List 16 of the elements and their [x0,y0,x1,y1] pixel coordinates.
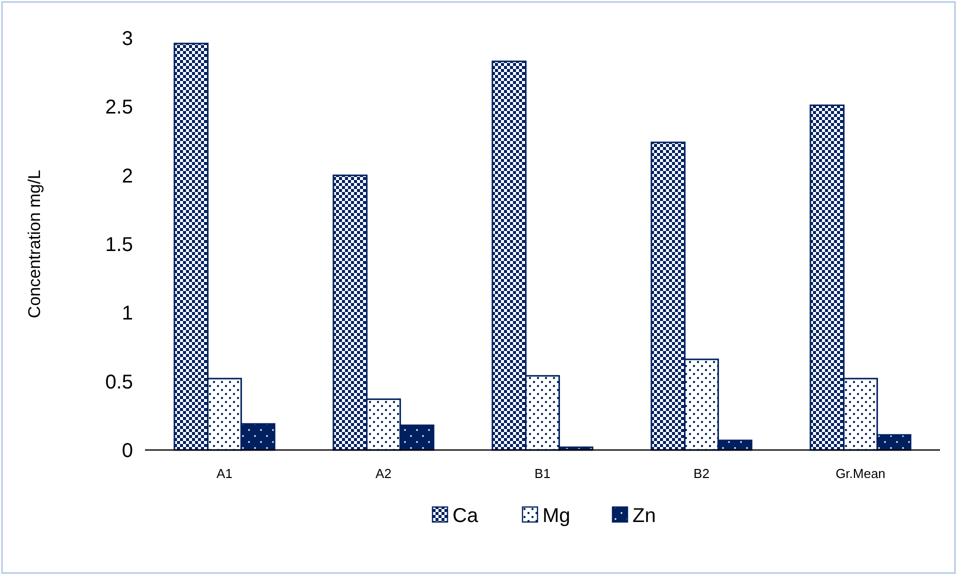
x-tick-label: A2 [376,466,392,481]
x-tick-label: B1 [534,466,550,481]
y-tick-label: 0.5 [105,371,133,394]
legend-label: Mg [542,505,570,527]
y-tick-label: 1.5 [105,234,133,256]
y-tick-label: 1 [122,302,133,325]
x-tick-label: Gr.Mean [836,466,886,481]
x-tick-label: B2 [694,466,710,481]
x-tick-label: A1 [216,466,232,481]
y-tick-label: 0 [122,440,133,462]
y-tick-label: 3 [122,28,133,50]
y-tick-label: 2.5 [105,96,133,119]
y-tick-label: 2 [122,165,133,188]
legend-label: Zn [632,505,656,527]
legend-label: Ca [452,505,479,527]
y-axis-title: Concentration mg/L [25,170,44,318]
